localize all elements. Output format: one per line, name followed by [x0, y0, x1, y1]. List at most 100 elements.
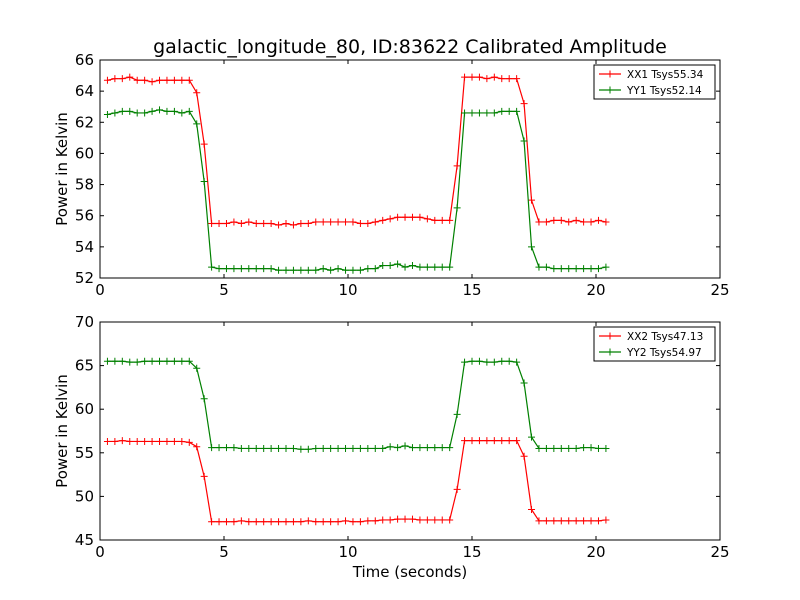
legend-label: XX1 Tsys55.34: [627, 69, 704, 81]
data-point: [156, 357, 164, 365]
data-point: [408, 213, 416, 221]
y-tick-label: 60: [75, 400, 94, 418]
data-point: [483, 437, 491, 445]
series-line: [107, 360, 606, 450]
data-point: [587, 517, 595, 525]
data-point: [416, 516, 424, 524]
data-point: [394, 213, 402, 221]
data-point: [565, 218, 573, 226]
data-point: [297, 220, 305, 227]
y-tick-label: 65: [75, 357, 94, 375]
data-point: [282, 266, 290, 274]
data-point: [364, 220, 372, 227]
data-point: [304, 517, 312, 525]
data-point: [289, 518, 297, 526]
data-point: [185, 438, 193, 446]
data-point: [453, 204, 461, 212]
data-point: [364, 444, 372, 452]
data-point: [282, 444, 290, 452]
data-point: [356, 444, 364, 452]
data-point: [319, 218, 327, 226]
data-point: [557, 444, 565, 452]
data-point: [237, 220, 245, 227]
legend-box: [593, 326, 716, 362]
data-point: [267, 265, 275, 273]
data-point: [498, 437, 506, 445]
data-point: [215, 265, 223, 273]
data-point: [550, 517, 558, 525]
series-line: [107, 76, 607, 226]
data-point: [475, 73, 483, 81]
data-point: [133, 109, 141, 117]
data-point: [379, 262, 387, 270]
data-point: [356, 220, 364, 227]
data-point: [490, 437, 498, 445]
data-point: [594, 216, 602, 224]
data-point: [141, 437, 149, 445]
data-point: [483, 358, 491, 366]
data-point: [237, 444, 245, 452]
data-point: [520, 452, 528, 460]
data-point: [267, 518, 275, 526]
data-point: [423, 215, 431, 223]
data-point: [386, 262, 394, 270]
data-point: [237, 517, 245, 525]
data-point: [103, 437, 111, 445]
data-point: [230, 265, 238, 273]
data-point: [505, 75, 513, 83]
data-point: [602, 263, 610, 271]
data-point: [349, 218, 357, 226]
data-point: [208, 263, 216, 271]
data-point: [334, 218, 342, 226]
data-point: [528, 243, 536, 251]
data-point: [170, 437, 178, 445]
data-point: [193, 89, 201, 97]
data-point: [297, 266, 305, 274]
data-point: [483, 75, 491, 83]
data-point: [446, 263, 454, 271]
data-point: [520, 379, 528, 387]
data-point: [490, 73, 498, 81]
data-point: [126, 358, 134, 366]
data-point: [111, 437, 119, 445]
data-point: [520, 100, 528, 108]
data-point: [401, 213, 409, 221]
y-tick-label: 56: [75, 207, 94, 225]
legend-marker: [606, 332, 614, 340]
legend-marker: [606, 348, 614, 356]
data-point: [349, 444, 357, 452]
data-point: [587, 444, 595, 452]
data-point: [468, 73, 476, 81]
data-point: [468, 357, 476, 365]
data-point: [461, 358, 469, 366]
data-point: [505, 437, 513, 445]
data-point: [394, 260, 402, 268]
data-point: [178, 437, 186, 445]
data-point: [275, 266, 283, 274]
data-point: [408, 262, 416, 270]
data-point: [364, 265, 372, 273]
data-point: [401, 515, 409, 523]
data-point: [297, 445, 305, 453]
data-point: [542, 263, 550, 271]
data-point: [468, 109, 476, 117]
data-point: [446, 444, 454, 452]
data-point: [103, 76, 111, 84]
data-point: [431, 263, 439, 271]
x-tick-label: 5: [219, 543, 229, 561]
series-1: [103, 73, 610, 229]
series-2: [103, 106, 610, 274]
data-point: [342, 266, 350, 274]
data-point: [163, 76, 171, 84]
y-tick-label: 70: [75, 313, 94, 331]
data-point: [252, 265, 260, 273]
data-point: [446, 216, 454, 224]
data-point: [431, 216, 439, 224]
data-point: [505, 357, 513, 365]
data-point: [289, 221, 297, 229]
y-tick-label: 64: [75, 82, 94, 100]
series-line: [107, 109, 607, 271]
data-point: [200, 472, 208, 480]
x-tick-label: 15: [462, 281, 481, 299]
data-point: [289, 266, 297, 274]
